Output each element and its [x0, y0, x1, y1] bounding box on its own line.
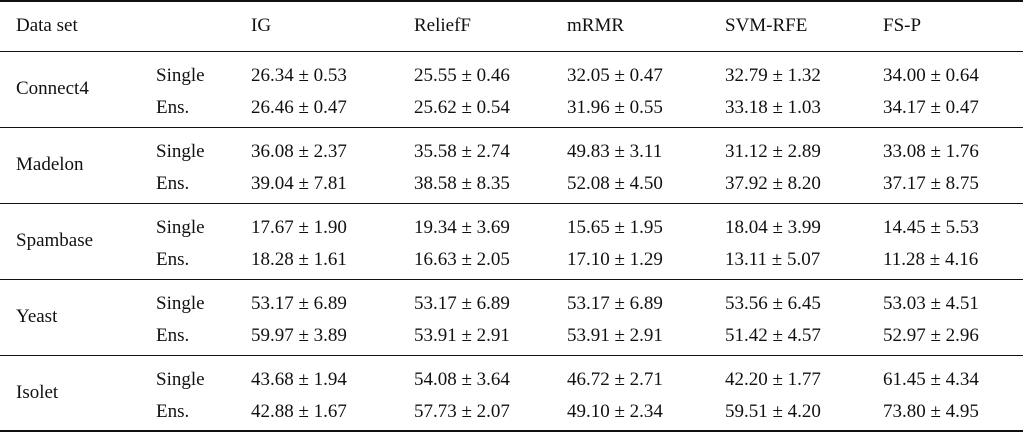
table-row: Ens. 39.04 ± 7.81 38.58 ± 8.35 52.08 ± 4…: [0, 166, 1023, 203]
cell-value: 42.88 ± 1.67: [251, 401, 347, 422]
cell-value: 61.45 ± 4.34: [883, 369, 979, 390]
table-row: Ens. 59.97 ± 3.89 53.91 ± 2.91 53.91 ± 2…: [0, 318, 1023, 355]
cell-value: 43.68 ± 1.94: [251, 369, 347, 390]
cell-value: 26.46 ± 0.47: [251, 97, 347, 119]
cell-value: 52.97 ± 2.96: [883, 325, 979, 347]
cell-value: 34.17 ± 0.47: [883, 97, 979, 119]
cell-value: 52.08 ± 4.50: [567, 173, 663, 195]
header-method-ig: IG: [251, 15, 272, 37]
table-row: Ens. 26.46 ± 0.47 25.62 ± 0.54 31.96 ± 0…: [0, 90, 1023, 127]
cell-value: 17.67 ± 1.90: [251, 217, 347, 238]
table-row: Yeast Single 53.17 ± 6.89 53.17 ± 6.89 5…: [0, 279, 1023, 327]
cell-value: 53.17 ± 6.89: [251, 293, 347, 314]
variant-label: Ens.: [156, 97, 190, 119]
table-row: Connect4 Single 26.34 ± 0.53 25.55 ± 0.4…: [0, 51, 1023, 99]
cell-value: 31.12 ± 2.89: [725, 141, 821, 162]
cell-value: 37.17 ± 8.75: [883, 173, 979, 195]
cell-value: 18.04 ± 3.99: [725, 217, 821, 238]
dataset-name: Isolet: [16, 381, 59, 403]
cell-value: 14.45 ± 5.53: [883, 217, 979, 238]
cell-value: 25.55 ± 0.46: [414, 65, 510, 86]
variant-label: Single: [156, 217, 205, 238]
variant-label: Ens.: [156, 401, 190, 422]
cell-value: 37.92 ± 8.20: [725, 173, 821, 195]
cell-value: 32.05 ± 0.47: [567, 65, 663, 86]
cell-value: 53.17 ± 6.89: [567, 293, 663, 314]
variant-label: Single: [156, 293, 205, 314]
dataset-name: Yeast: [16, 306, 58, 327]
cell-value: 34.00 ± 0.64: [883, 65, 979, 86]
cell-value: 15.65 ± 1.95: [567, 217, 663, 238]
cell-value: 53.91 ± 2.91: [567, 325, 663, 347]
variant-label: Ens.: [156, 173, 190, 195]
cell-value: 26.34 ± 0.53: [251, 65, 347, 86]
cell-value: 32.79 ± 1.32: [725, 65, 821, 86]
table-row: Isolet Single 43.68 ± 1.94 54.08 ± 3.64 …: [0, 355, 1023, 403]
cell-value: 53.17 ± 6.89: [414, 293, 510, 314]
header-row: Data set IG ReliefF mRMR SVM-RFE FS-P: [0, 1, 1023, 51]
header-method-relieff: ReliefF: [414, 15, 471, 37]
header-dataset: Data set: [16, 15, 78, 37]
variant-label: Single: [156, 369, 205, 390]
cell-value: 57.73 ± 2.07: [414, 401, 510, 422]
cell-value: 16.63 ± 2.05: [414, 249, 510, 271]
dataset-name: Madelon: [16, 154, 84, 175]
table-row: Ens. 42.88 ± 1.67 57.73 ± 2.07 49.10 ± 2…: [0, 394, 1023, 431]
cell-value: 25.62 ± 0.54: [414, 97, 510, 119]
dataset-name: Spambase: [16, 230, 94, 251]
cell-value: 33.18 ± 1.03: [725, 97, 821, 119]
cell-value: 53.91 ± 2.91: [414, 325, 510, 347]
cell-value: 39.04 ± 7.81: [251, 173, 347, 195]
cell-value: 33.08 ± 1.76: [883, 141, 979, 162]
cell-value: 51.42 ± 4.57: [725, 325, 821, 347]
cell-value: 73.80 ± 4.95: [883, 401, 979, 422]
cell-value: 49.10 ± 2.34: [567, 401, 663, 422]
header-method-fs-p: FS-P: [883, 15, 922, 37]
cell-value: 31.96 ± 0.55: [567, 97, 663, 119]
cell-value: 46.72 ± 2.71: [567, 369, 663, 390]
header-method-mrmr: mRMR: [567, 15, 625, 37]
cell-value: 53.03 ± 4.51: [883, 293, 979, 314]
variant-label: Ens.: [156, 249, 190, 271]
cell-value: 42.20 ± 1.77: [725, 369, 821, 390]
cell-value: 59.97 ± 3.89: [251, 325, 347, 347]
cell-value: 54.08 ± 3.64: [414, 369, 510, 390]
cell-value: 59.51 ± 4.20: [725, 401, 821, 422]
table-row: Spambase Single 17.67 ± 1.90 19.34 ± 3.6…: [0, 203, 1023, 251]
table-row: Madelon Single 36.08 ± 2.37 35.58 ± 2.74…: [0, 127, 1023, 175]
header-variant: [156, 1, 251, 51]
cell-value: 49.83 ± 3.11: [567, 141, 663, 162]
cell-value: 13.11 ± 5.07: [725, 249, 821, 271]
cell-value: 38.58 ± 8.35: [414, 173, 510, 195]
table-row: Ens. 18.28 ± 1.61 16.63 ± 2.05 17.10 ± 1…: [0, 242, 1023, 279]
cell-value: 19.34 ± 3.69: [414, 217, 510, 238]
variant-label: Single: [156, 65, 205, 86]
variant-label: Ens.: [156, 325, 190, 347]
cell-value: 18.28 ± 1.61: [251, 249, 347, 271]
cell-value: 35.58 ± 2.74: [414, 141, 510, 162]
cell-value: 17.10 ± 1.29: [567, 249, 663, 271]
cell-value: 11.28 ± 4.16: [883, 249, 979, 271]
cell-value: 53.56 ± 6.45: [725, 293, 821, 314]
dataset-name: Connect4: [16, 78, 89, 99]
table-body: Connect4 Single 26.34 ± 0.53 25.55 ± 0.4…: [0, 51, 1023, 431]
table-header: Data set IG ReliefF mRMR SVM-RFE FS-P: [0, 1, 1023, 51]
cell-value: 36.08 ± 2.37: [251, 141, 347, 162]
header-method-svm-rfe: SVM-RFE: [725, 15, 808, 37]
variant-label: Single: [156, 141, 205, 162]
